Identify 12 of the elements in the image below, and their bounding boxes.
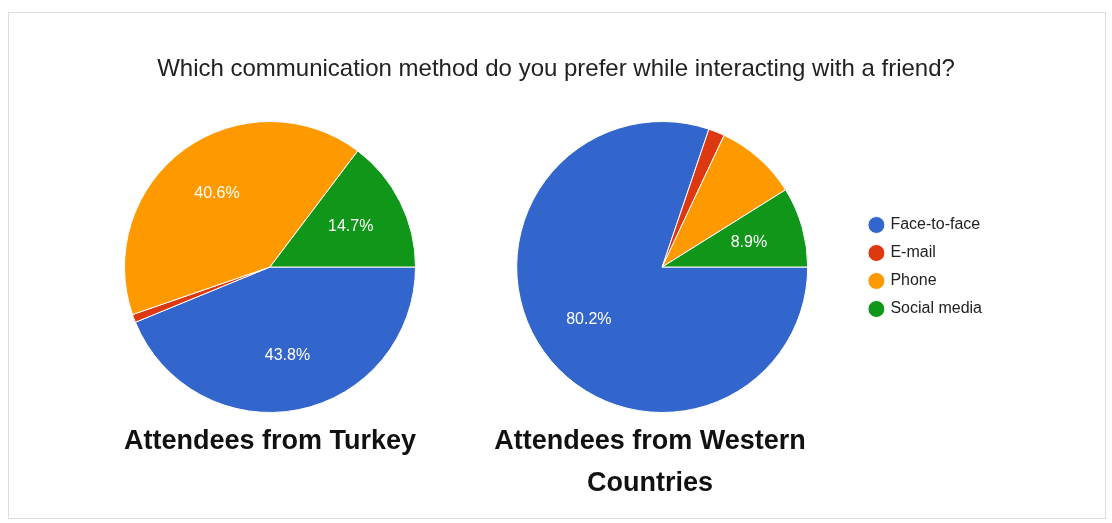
legend-label: E-mail — [890, 243, 936, 261]
data-label: 43.8% — [264, 345, 311, 363]
text: Attendees from Western Countries — [493, 424, 807, 499]
text: Attendees from Turkey — [122, 424, 418, 457]
data-label: 40.6% — [194, 184, 240, 202]
data-label: 8.9% — [730, 232, 768, 250]
legend-label: Social media — [890, 299, 983, 317]
legend-label: Phone — [890, 271, 937, 289]
text: Which communication method do you prefer while interacting with a friend? — [156, 54, 956, 82]
data-label: 80.2% — [566, 309, 612, 327]
legend-label: Face-to-face — [890, 215, 981, 233]
data-label: 14.7% — [328, 217, 374, 235]
